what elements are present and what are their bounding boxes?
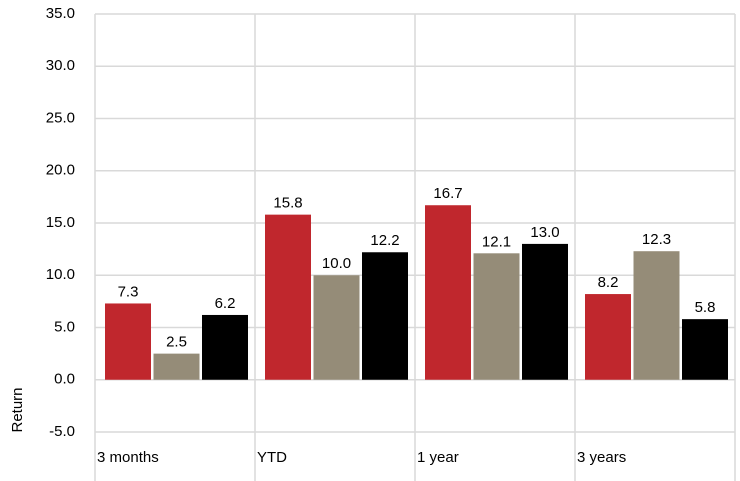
bar: [105, 303, 151, 380]
y-tick-label: 30.0: [46, 57, 75, 74]
y-tick-label: 25.0: [46, 109, 75, 126]
bar: [313, 275, 360, 380]
x-tick-label: YTD: [257, 449, 287, 466]
bar: [585, 294, 631, 380]
y-tick-label: 35.0: [46, 5, 75, 22]
data-label: 13.0: [530, 224, 559, 241]
bar: [425, 205, 471, 380]
data-label: 12.3: [642, 231, 671, 248]
x-tick-label: 3 months: [97, 449, 159, 466]
bar: [633, 251, 680, 380]
bar: [265, 214, 311, 380]
y-tick-label: 10.0: [46, 266, 75, 283]
data-label: 6.2: [215, 295, 236, 312]
data-label: 10.0: [322, 255, 351, 272]
data-label: 12.1: [482, 233, 511, 250]
data-label: 5.8: [695, 299, 716, 316]
data-label: 8.2: [598, 274, 619, 291]
data-label: 16.7: [433, 185, 462, 202]
x-tick-label: 1 year: [417, 449, 459, 466]
y-tick-label: 0.0: [54, 371, 75, 388]
y-tick-label: 5.0: [54, 318, 75, 335]
bar: [362, 252, 408, 380]
x-tick-label: 3 years: [577, 449, 626, 466]
y-tick-label: 15.0: [46, 214, 75, 231]
bar: [202, 314, 248, 380]
data-label: 7.3: [118, 283, 139, 300]
bar: [153, 353, 200, 380]
bar: [522, 243, 568, 380]
data-label: 2.5: [166, 334, 187, 351]
y-tick-label: -5.0: [49, 423, 75, 440]
y-axis-label: Return: [9, 387, 26, 432]
data-label: 12.2: [370, 232, 399, 249]
y-tick-label: 20.0: [46, 162, 75, 179]
data-label: 15.8: [273, 195, 302, 212]
bar: [682, 319, 728, 380]
bar: [473, 253, 520, 380]
